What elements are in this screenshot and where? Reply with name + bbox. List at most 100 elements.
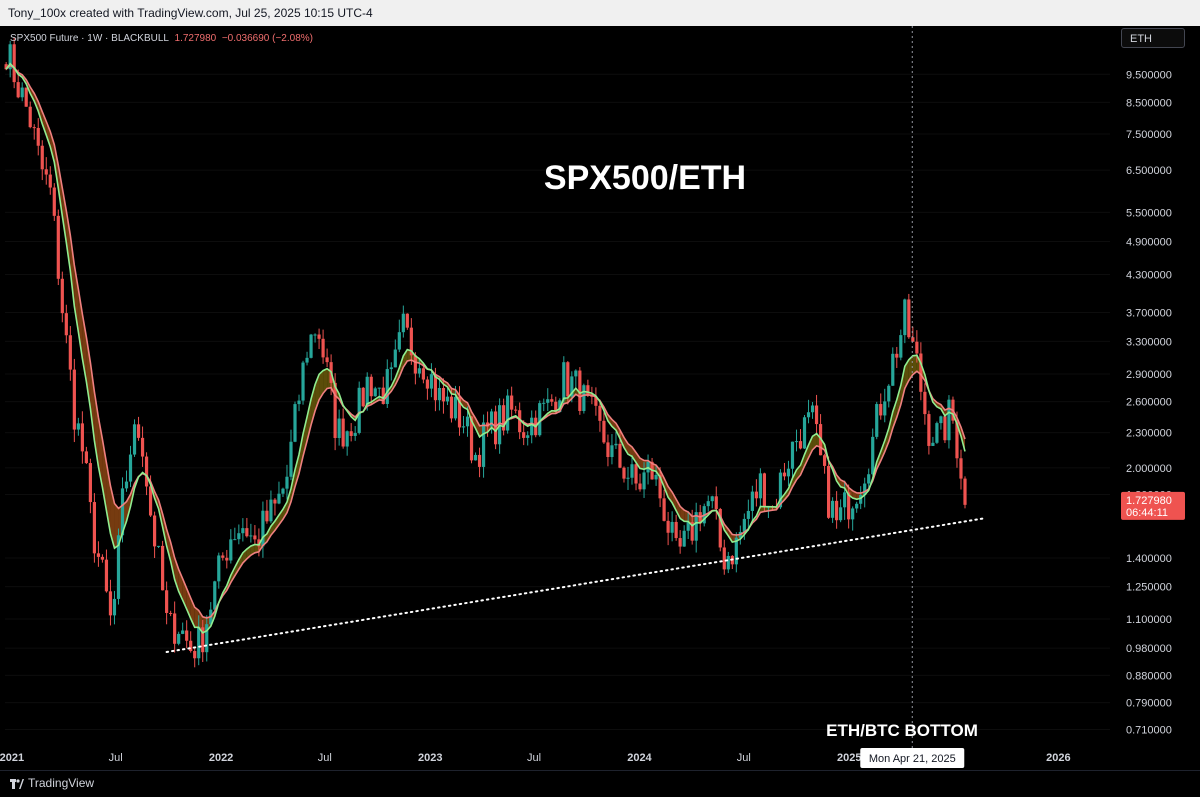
symbol-selector[interactable]: ETH bbox=[1121, 28, 1185, 48]
candle-body bbox=[377, 387, 381, 389]
candle-down bbox=[666, 511, 670, 546]
candle-body bbox=[16, 82, 20, 98]
candle-body bbox=[514, 409, 518, 411]
candle-body bbox=[554, 401, 558, 412]
candle-up bbox=[654, 465, 658, 486]
candle-body bbox=[201, 627, 205, 653]
candle-body bbox=[92, 502, 97, 554]
candle-body bbox=[502, 405, 506, 431]
candle-up bbox=[393, 339, 397, 368]
attribution-text: Tony_100x created with TradingView.com, … bbox=[8, 6, 373, 20]
x-tick-label: 2021 bbox=[0, 752, 24, 764]
candle-body bbox=[229, 539, 233, 561]
candle-down bbox=[140, 426, 145, 467]
candle-body bbox=[217, 555, 221, 582]
cloud-segment bbox=[808, 436, 813, 458]
candle-body bbox=[903, 299, 907, 336]
candle-down bbox=[341, 408, 345, 449]
ma-cloud bbox=[6, 63, 965, 633]
candle-body bbox=[457, 396, 462, 428]
cloud-segment bbox=[50, 131, 55, 163]
candle-up bbox=[277, 481, 281, 505]
candle-body bbox=[265, 510, 269, 522]
tradingview-logo[interactable]: TradingView bbox=[10, 776, 94, 790]
candle-body bbox=[546, 399, 550, 403]
candle-down bbox=[108, 579, 113, 626]
cloud-segment bbox=[70, 235, 75, 306]
candle-up bbox=[473, 452, 478, 461]
candle-body bbox=[710, 496, 714, 502]
candle-body bbox=[919, 353, 923, 392]
candle-body bbox=[822, 455, 827, 466]
candle-down bbox=[678, 530, 682, 554]
candle-up bbox=[794, 429, 799, 452]
candle-down bbox=[923, 383, 927, 425]
candle-body bbox=[44, 169, 48, 175]
cloud-segment bbox=[299, 434, 304, 474]
ma-slow-line bbox=[5, 64, 966, 619]
candle-body bbox=[786, 468, 791, 477]
cloud-segment bbox=[270, 521, 275, 536]
candle-up bbox=[642, 462, 646, 498]
candle-up bbox=[124, 470, 129, 492]
candle-body bbox=[658, 474, 662, 499]
price-chart[interactable]: SPX500/ETH ETH/BTC BOTTOM 9.500000 8.500000… bbox=[0, 26, 1200, 770]
candle-body bbox=[814, 405, 819, 425]
candle-up bbox=[614, 431, 618, 449]
candle-down bbox=[550, 394, 554, 407]
candle-body bbox=[132, 424, 137, 455]
candle-body bbox=[165, 590, 169, 613]
cloud-segment bbox=[892, 399, 897, 429]
candle-body bbox=[618, 443, 622, 468]
cloud-segment bbox=[792, 469, 797, 487]
candle-up bbox=[233, 527, 237, 541]
candle-body bbox=[899, 335, 903, 358]
cloud-segment bbox=[611, 419, 616, 431]
candle-body bbox=[225, 557, 229, 561]
candle-body bbox=[337, 418, 341, 438]
candle-body bbox=[469, 416, 474, 461]
candle-up bbox=[758, 468, 762, 507]
cloud-segment bbox=[46, 121, 51, 147]
candle-up bbox=[867, 468, 871, 491]
candle-body bbox=[124, 481, 129, 489]
candle-down bbox=[32, 124, 36, 140]
candle-body bbox=[891, 353, 895, 386]
candle-body bbox=[522, 432, 526, 438]
candle-body bbox=[305, 357, 309, 363]
chart-area[interactable]: SPX500/ETH ETH/BTC BOTTOM 9.500000 8.500000… bbox=[0, 26, 1200, 770]
candle-down bbox=[826, 456, 831, 519]
y-tick-label: 2.900000 bbox=[1126, 369, 1172, 381]
candle-down bbox=[782, 462, 787, 481]
cloud-segment bbox=[684, 510, 689, 522]
candle-body bbox=[269, 499, 273, 522]
candle-down bbox=[835, 491, 839, 529]
candle-body bbox=[361, 387, 365, 407]
candle-down bbox=[907, 293, 911, 339]
candle-up bbox=[790, 441, 795, 480]
candle-body bbox=[24, 87, 28, 107]
candle-up bbox=[397, 319, 401, 353]
chart-legend: SPX500 Future · 1W · BLACKBULL 1.727980 … bbox=[10, 33, 313, 44]
candle-up bbox=[542, 398, 546, 412]
candle-up bbox=[670, 511, 674, 542]
candle-down bbox=[361, 386, 365, 408]
cloud-segment bbox=[664, 478, 669, 498]
candle-up bbox=[931, 436, 935, 446]
last-price-countdown: 06:44:11 bbox=[1126, 507, 1168, 519]
cloud-segment bbox=[90, 362, 95, 441]
candle-down bbox=[12, 37, 16, 89]
legend-symbol: SPX500 Future · 1W · BLACKBULL bbox=[10, 33, 169, 44]
candle-down bbox=[221, 552, 225, 561]
candle-body bbox=[425, 379, 429, 389]
candle-down bbox=[92, 493, 97, 563]
candle-up bbox=[843, 480, 847, 520]
candle-body bbox=[169, 612, 173, 614]
candle-body bbox=[494, 411, 498, 445]
candle-body bbox=[365, 376, 369, 407]
candle-body bbox=[261, 510, 265, 547]
candle-down bbox=[798, 429, 803, 450]
candle-body bbox=[397, 332, 401, 350]
cloud-segment bbox=[274, 515, 279, 531]
